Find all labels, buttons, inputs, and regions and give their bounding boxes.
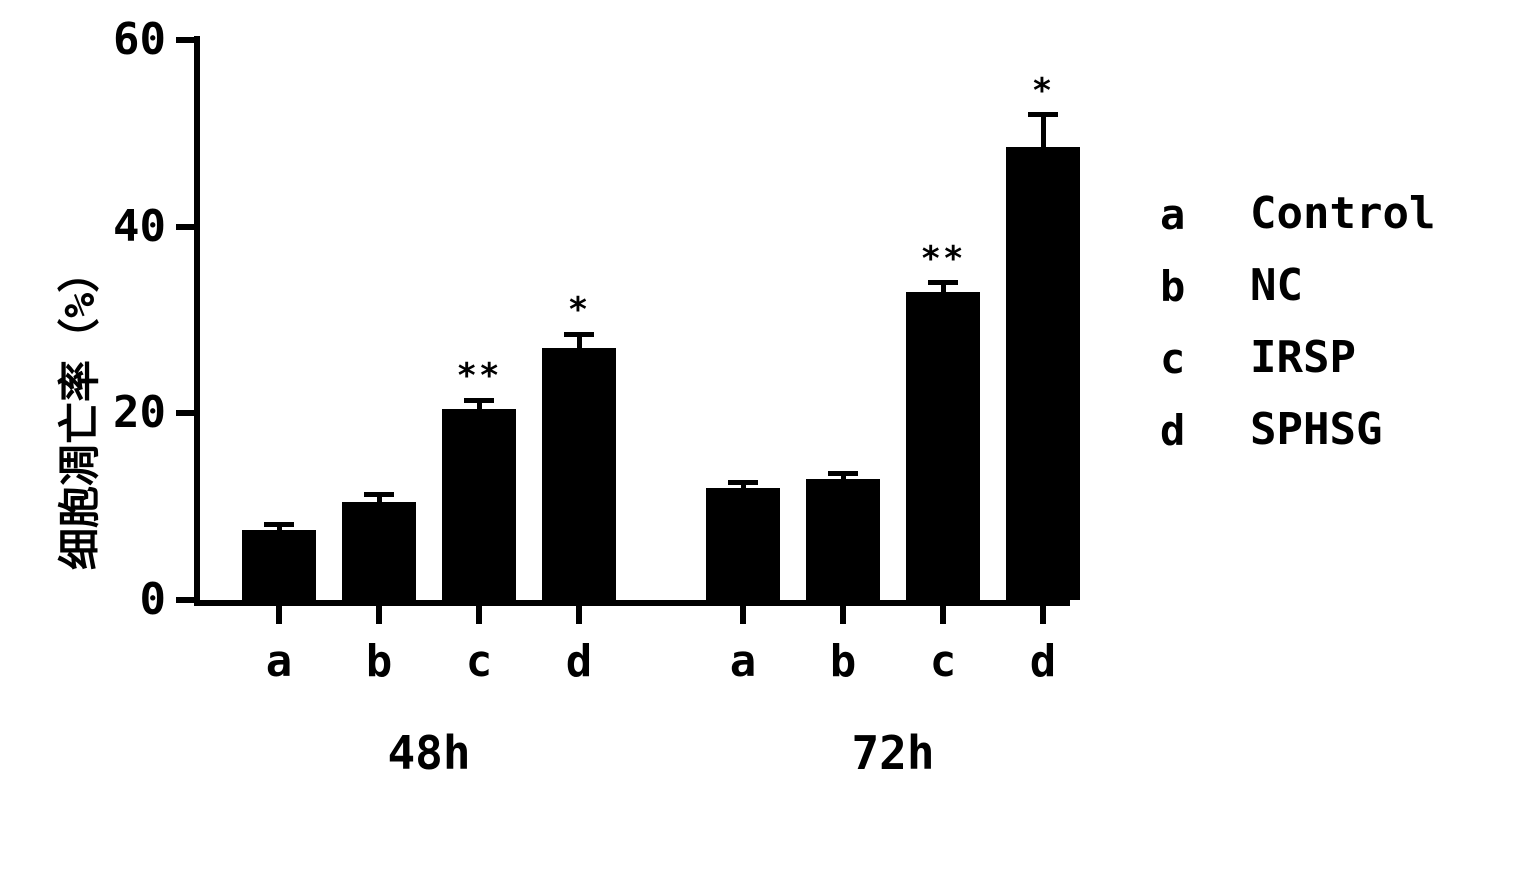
error-bar-cap [1028,112,1058,117]
y-tick [176,224,194,230]
significance-marker: ** [439,356,519,396]
bar [706,488,780,600]
legend-label: IRSP [1250,332,1356,383]
y-tick [176,37,194,43]
error-bar-cap [364,492,394,497]
legend-key: b [1160,262,1185,311]
chart-stage: 0204060细胞凋亡率（%）ab**c*d48hab**c*d72haCont… [0,0,1523,870]
bar [1006,147,1080,600]
y-tick-label: 40 [86,201,166,252]
legend-key: d [1160,406,1185,455]
error-bar-cap [828,471,858,476]
error-bar-cap [928,280,958,285]
category-label: a [713,636,773,687]
x-axis [194,600,1070,606]
category-label: c [913,636,973,687]
legend-label: NC [1250,260,1303,311]
y-axis-title: 细胞凋亡率（%） [46,251,107,570]
y-tick-label: 60 [86,14,166,65]
x-tick [576,606,582,624]
x-tick [476,606,482,624]
category-label: b [349,636,409,687]
legend-key: c [1160,334,1185,383]
significance-marker: * [539,290,619,330]
bar [442,409,516,600]
significance-marker: ** [903,239,983,279]
y-axis [194,36,200,606]
error-bar-stem [1041,115,1046,148]
y-tick [176,597,194,603]
x-tick [276,606,282,624]
bar [542,348,616,600]
legend-label: SPHSG [1250,404,1382,455]
bar [242,530,316,600]
x-tick [376,606,382,624]
x-tick [740,606,746,624]
error-bar-cap [264,522,294,527]
significance-marker: * [1003,71,1083,111]
x-tick [940,606,946,624]
group-label: 48h [349,726,509,780]
category-label: c [449,636,509,687]
legend-key: a [1160,190,1185,239]
x-tick [840,606,846,624]
bar [342,502,416,600]
error-bar-cap [564,332,594,337]
y-tick-label: 0 [86,574,166,625]
category-label: a [249,636,309,687]
group-label: 72h [813,726,973,780]
legend-label: Control [1250,188,1435,239]
error-bar-cap [728,480,758,485]
category-label: d [1013,636,1073,687]
bar [906,292,980,600]
y-tick [176,410,194,416]
x-tick [1040,606,1046,624]
error-bar-cap [464,398,494,403]
category-label: d [549,636,609,687]
category-label: b [813,636,873,687]
bar [806,479,880,600]
